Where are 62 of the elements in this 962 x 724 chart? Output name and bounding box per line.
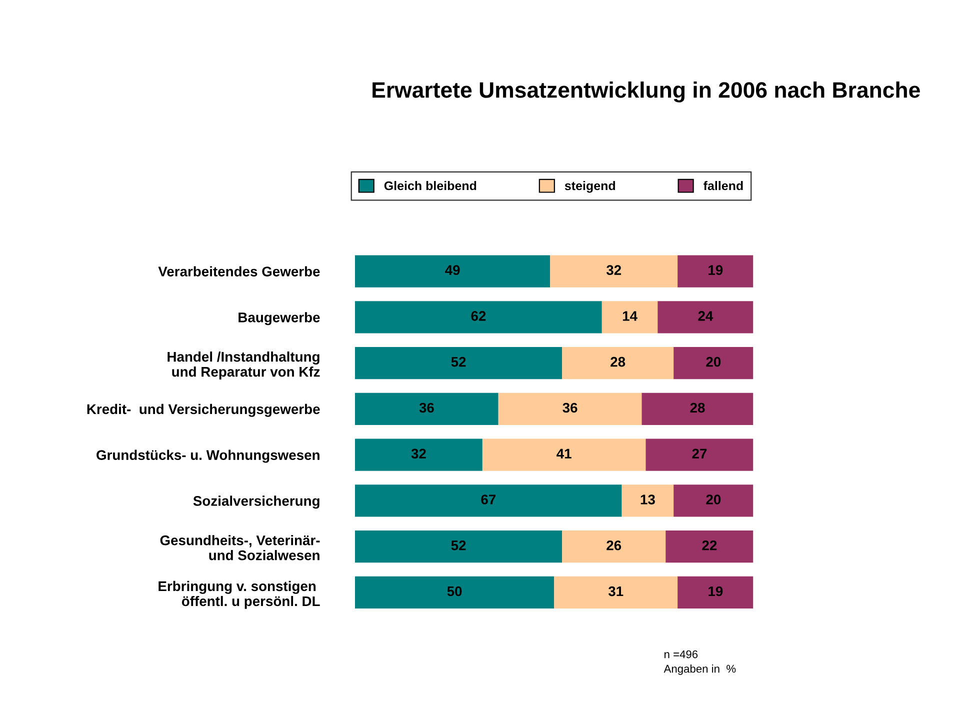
data-label: 32	[606, 265, 622, 276]
bar	[354, 530, 562, 563]
data-label: 67	[481, 494, 496, 504]
data-label: 41	[556, 448, 572, 458]
data-label: 36	[419, 402, 434, 413]
data-label: 28	[690, 402, 705, 413]
bar	[562, 346, 674, 380]
data-label: 49	[445, 265, 460, 275]
data-label: 32	[411, 448, 426, 459]
data-label: 50	[447, 586, 462, 596]
bar	[354, 576, 554, 609]
y-tick-label: Baugewerbe	[238, 312, 320, 326]
bar	[622, 484, 674, 517]
bar	[678, 255, 754, 288]
data-label: 62	[471, 311, 486, 321]
bar	[354, 484, 622, 517]
bar	[562, 530, 666, 563]
bar	[666, 530, 754, 563]
y-tick-label: Sozialversicherung	[193, 496, 320, 509]
y-tick-label: Verarbeitendes Gewerbe	[158, 266, 320, 276]
legend-label: fallend	[704, 181, 743, 190]
data-label: 19	[708, 586, 723, 596]
bar	[658, 301, 754, 334]
text: n =496	[664, 650, 698, 658]
bar	[498, 392, 642, 425]
y-tick-label: Gesundheits-, Veterinär- und Sozialwesen	[160, 535, 320, 560]
data-label: 27	[692, 448, 707, 458]
data-label: 20	[706, 494, 721, 504]
bar	[354, 346, 562, 380]
bar	[354, 255, 550, 288]
data-label: 26	[606, 540, 622, 550]
bar	[354, 392, 498, 425]
y-tick-label: Erbringung v. sonstigen öffentl. u persönl. DL	[158, 580, 320, 609]
legend-label: steigend	[564, 181, 615, 193]
bar	[550, 255, 678, 288]
data-label: 20	[706, 356, 721, 367]
bar	[646, 438, 754, 471]
chart-title: Erwartete Umsatzentwicklung in 2006 nach Branche	[372, 82, 920, 102]
data-label: 19	[708, 265, 723, 275]
bar	[482, 438, 646, 471]
legend-label: Gleich bleibend	[384, 181, 476, 190]
bar	[354, 438, 482, 471]
bar	[554, 576, 678, 609]
bar	[602, 301, 658, 334]
bar	[674, 346, 754, 380]
text: Angaben in %	[664, 664, 736, 675]
bar	[678, 576, 754, 609]
y-tick-label: Grundstücks- u. Wohnungswesen	[96, 450, 320, 463]
data-label: 22	[702, 540, 717, 550]
y-tick-label: Handel /Instandhaltung und Reparatur von Kfz	[168, 352, 320, 380]
data-label: 52	[451, 540, 466, 550]
bar	[674, 484, 754, 517]
data-label: 14	[622, 311, 638, 321]
data-label: 52	[451, 356, 466, 367]
data-label: 13	[640, 494, 655, 504]
bar	[354, 301, 602, 334]
data-label: 28	[610, 356, 626, 367]
bar	[642, 392, 754, 425]
data-label: 24	[698, 311, 714, 321]
y-tick-label: Kredit- und Versicherungsgewerbe	[87, 404, 320, 417]
data-label: 36	[562, 402, 578, 413]
data-label: 31	[608, 586, 624, 596]
